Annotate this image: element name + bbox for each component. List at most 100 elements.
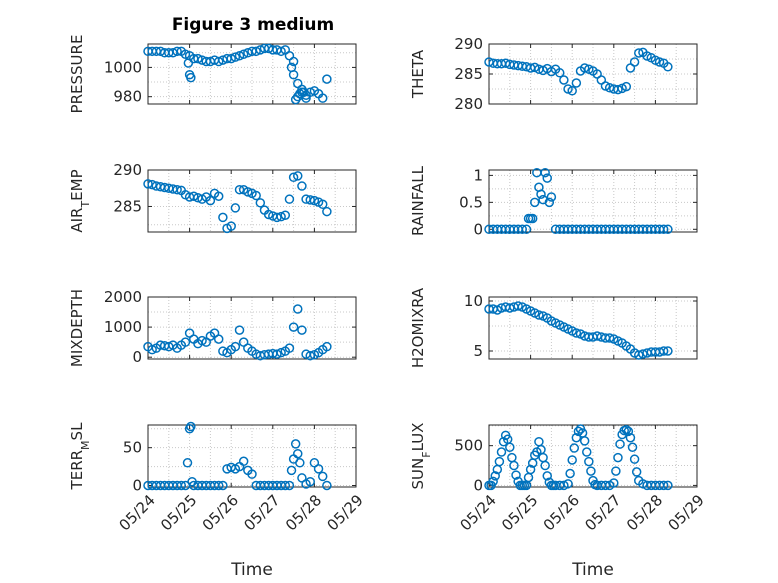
data-point bbox=[189, 191, 199, 202]
data-point bbox=[176, 480, 187, 491]
y-axis-label: AIRTEMP bbox=[68, 169, 92, 232]
x-axis-label-right: Time bbox=[571, 560, 614, 580]
x-tick-label: 05/27 bbox=[240, 491, 283, 534]
data-point bbox=[299, 87, 309, 98]
data-point bbox=[525, 464, 536, 475]
data-point bbox=[573, 426, 584, 437]
data-point bbox=[579, 436, 590, 446]
data-point bbox=[536, 189, 546, 200]
y-tick-label: 50 bbox=[123, 439, 142, 457]
y-axis-label: RAINFALL bbox=[409, 165, 427, 236]
data-point bbox=[629, 454, 640, 464]
data-point bbox=[301, 93, 311, 103]
data-point bbox=[218, 480, 228, 491]
data-point bbox=[563, 479, 573, 489]
y-tick-label: 5 bbox=[473, 342, 483, 360]
data-point bbox=[540, 460, 550, 471]
data-point bbox=[295, 89, 305, 99]
data-point bbox=[490, 471, 500, 481]
data-point bbox=[213, 56, 224, 67]
data-point bbox=[322, 74, 332, 84]
data-point bbox=[234, 50, 245, 61]
data-point bbox=[238, 49, 249, 59]
data-point bbox=[297, 325, 307, 335]
data-point bbox=[147, 344, 157, 355]
data-point bbox=[611, 466, 621, 476]
x-tick-label: 05/26 bbox=[199, 491, 242, 534]
data-point bbox=[521, 224, 532, 235]
data-point bbox=[565, 468, 575, 479]
data-point bbox=[172, 46, 182, 57]
data-point bbox=[546, 192, 557, 202]
data-point bbox=[542, 471, 552, 481]
data-point bbox=[280, 210, 291, 220]
data-point bbox=[613, 84, 623, 95]
data-point bbox=[186, 421, 196, 432]
y-tick-label: 0.5 bbox=[459, 193, 483, 211]
y-tick-label: 10 bbox=[464, 292, 483, 310]
data-point bbox=[230, 203, 241, 213]
data-point bbox=[305, 195, 315, 205]
data-point bbox=[295, 458, 305, 468]
panel-rainfall: 0 0.5 1 RAINFALL bbox=[409, 165, 698, 238]
data-point bbox=[634, 350, 644, 360]
data-point bbox=[293, 304, 303, 314]
x-tick-label: 05/25 bbox=[498, 491, 541, 534]
data-point bbox=[513, 301, 523, 311]
y-tick-label: 980 bbox=[113, 88, 142, 106]
data-point bbox=[276, 46, 286, 57]
data-point bbox=[213, 480, 224, 491]
y-tick-label: 0 bbox=[473, 476, 483, 494]
y-axis-label: SUNFLUX bbox=[409, 423, 433, 490]
data-point bbox=[609, 478, 619, 488]
x-tick-label: 05/28 bbox=[282, 491, 325, 534]
data-point bbox=[182, 458, 193, 468]
data-point bbox=[255, 198, 266, 208]
x-tick-label: 05/29 bbox=[324, 491, 367, 534]
panel-sun-flux: 0 500 SUNFLUX 05/2405/2505/2605/2705/2805/2… bbox=[409, 423, 708, 535]
x-tick-label: 05/28 bbox=[623, 491, 666, 534]
data-point bbox=[284, 343, 295, 353]
y-tick-label: 285 bbox=[454, 65, 483, 83]
data-point bbox=[193, 53, 203, 64]
data-point bbox=[658, 480, 669, 491]
data-point bbox=[631, 467, 642, 477]
data-point bbox=[186, 72, 196, 83]
data-point bbox=[554, 68, 565, 78]
data-point bbox=[317, 93, 328, 103]
data-point bbox=[592, 331, 602, 341]
x-tick-label: 05/24 bbox=[116, 491, 159, 534]
data-point bbox=[286, 465, 297, 476]
data-point bbox=[305, 350, 315, 361]
data-point bbox=[488, 476, 498, 487]
y-axis-label: H2OMIXRA bbox=[409, 287, 427, 368]
data-point bbox=[205, 195, 216, 206]
y-tick-label: 2000 bbox=[104, 288, 142, 306]
data-point bbox=[293, 448, 303, 459]
figure-title: Figure 3 medium bbox=[172, 15, 334, 35]
data-point bbox=[322, 206, 332, 217]
data-point bbox=[247, 469, 257, 479]
data-point bbox=[567, 455, 577, 465]
y-tick-label: 1 bbox=[473, 166, 483, 184]
data-point bbox=[496, 447, 507, 457]
data-point bbox=[322, 480, 332, 491]
data-point bbox=[197, 335, 207, 346]
data-point bbox=[567, 86, 577, 96]
data-point bbox=[230, 52, 241, 62]
x-tick-label: 05/25 bbox=[157, 491, 200, 534]
y-axis-label: TERRMSL bbox=[68, 422, 92, 491]
data-point bbox=[559, 75, 569, 85]
y-tick-label: 290 bbox=[113, 161, 142, 179]
panel-h2omixra: 5 10 H2OMIXRA bbox=[409, 287, 698, 368]
y-tick-label: 1000 bbox=[104, 58, 142, 76]
data-point bbox=[226, 221, 236, 231]
data-point bbox=[621, 81, 632, 92]
data-point bbox=[317, 471, 328, 482]
data-point bbox=[509, 460, 519, 471]
data-point bbox=[213, 334, 224, 344]
axis-frame bbox=[147, 296, 357, 360]
data-point bbox=[517, 224, 528, 235]
axis-frame bbox=[147, 43, 357, 105]
